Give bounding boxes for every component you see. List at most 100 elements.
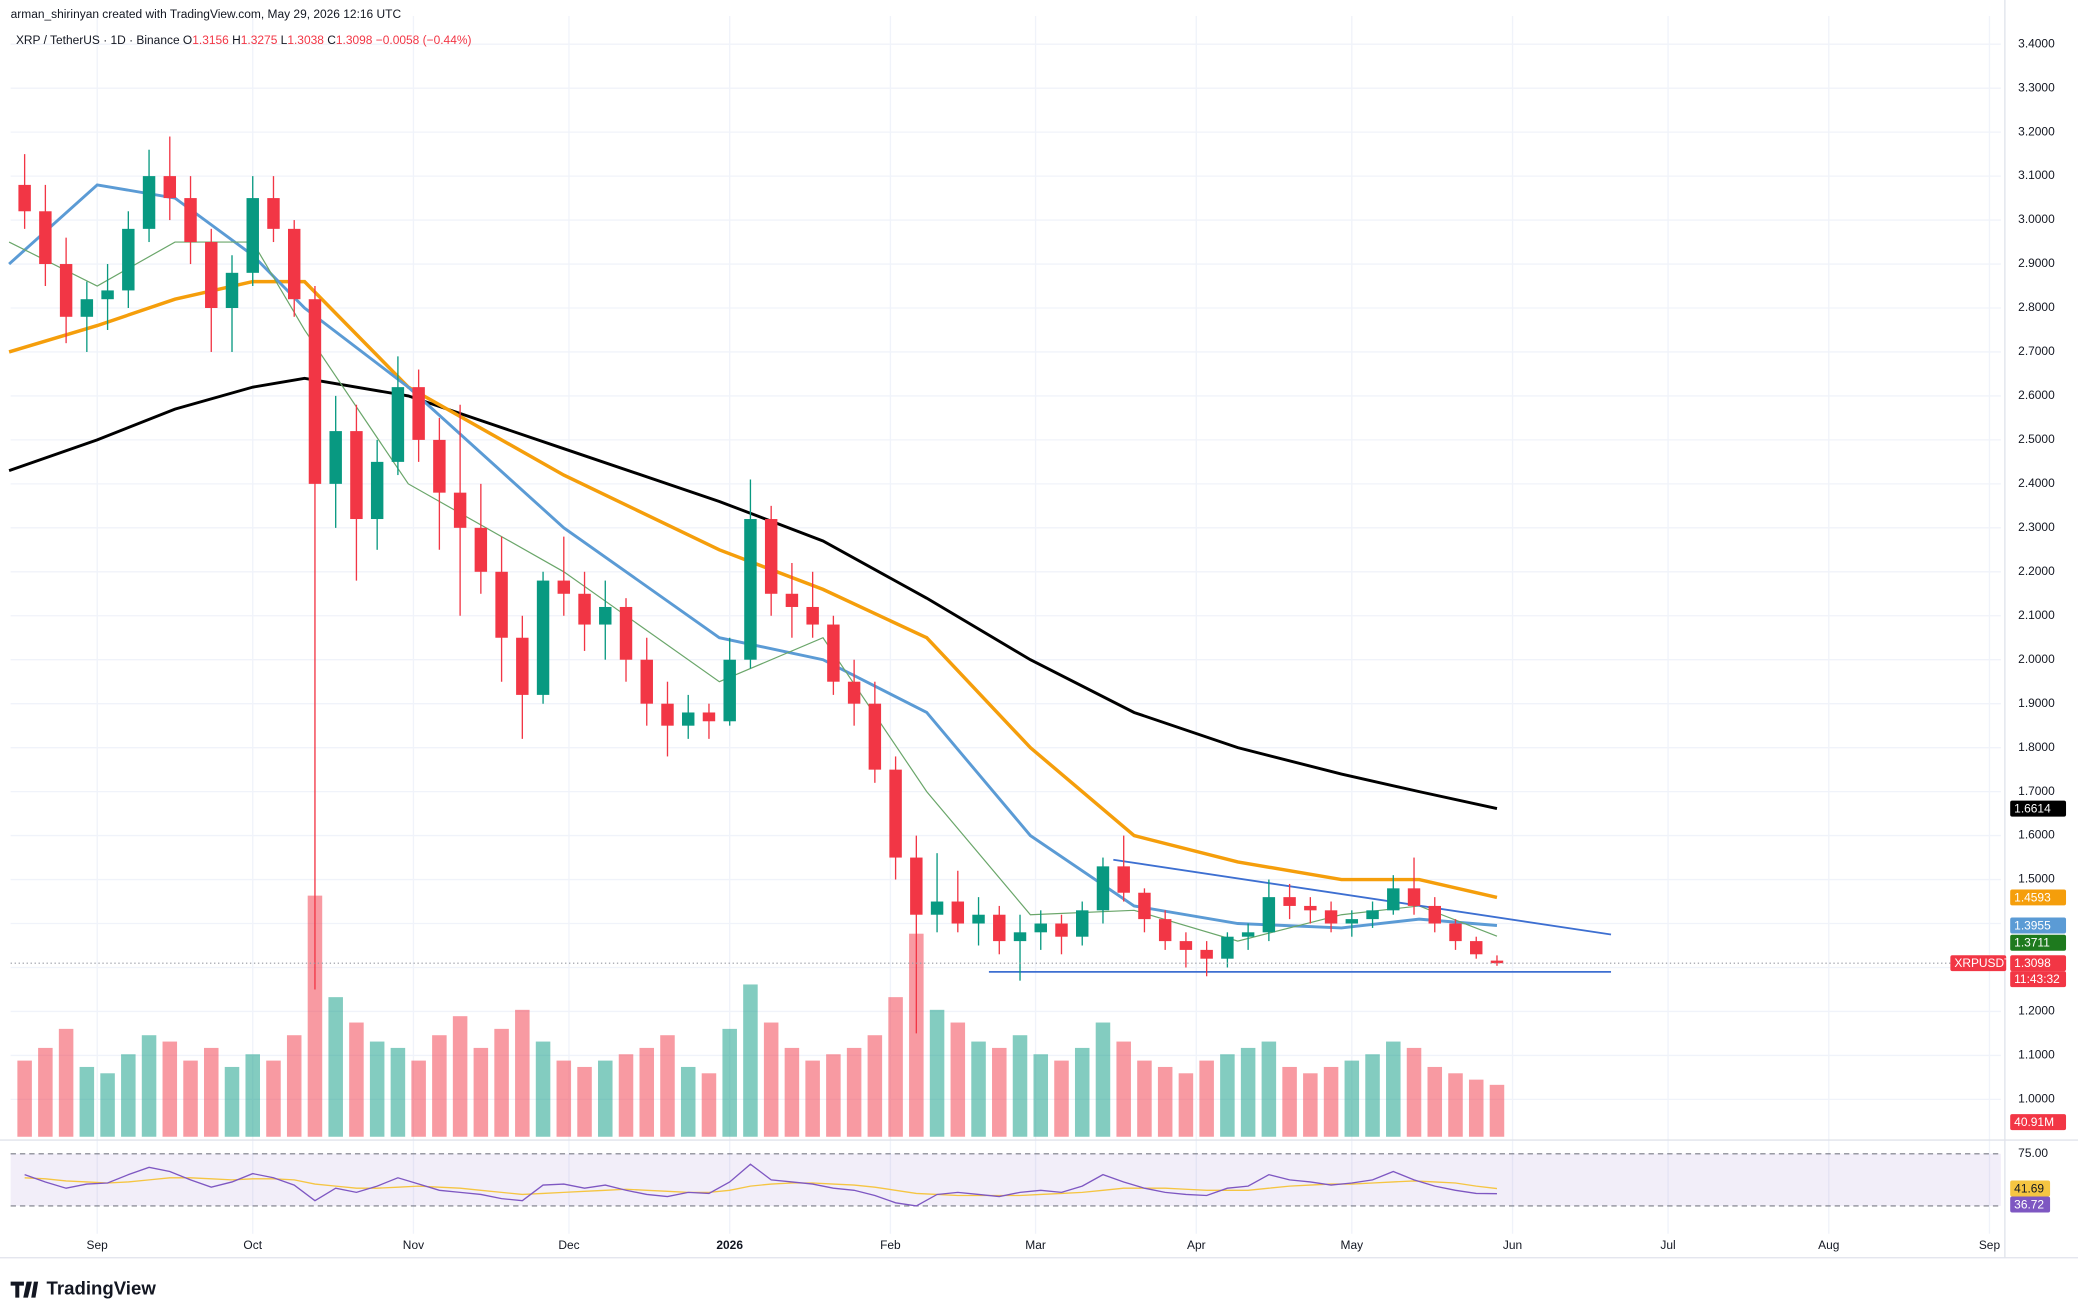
volume-bar (17, 1060, 32, 1137)
candle-body (474, 527, 488, 572)
x-tick-label: May (1341, 1238, 1364, 1252)
close-label: C (327, 33, 336, 47)
candle-body (764, 519, 778, 594)
y-tick-label: 3.4000 (2018, 36, 2055, 50)
volume-bar (722, 1028, 737, 1137)
candle-body (1262, 897, 1276, 933)
volume-bar (38, 1047, 53, 1137)
candle-body (640, 659, 653, 704)
last-price-value: 1.3098 (2014, 956, 2051, 970)
volume-bar (224, 1066, 240, 1137)
volume-bar (1178, 1073, 1194, 1137)
candle-body (578, 593, 591, 625)
candle-body (370, 461, 384, 520)
candle-body (889, 769, 902, 858)
y-tick-label: 2.8000 (2018, 300, 2055, 314)
x-tick-label: Aug (1818, 1238, 1839, 1252)
open-label: O (183, 33, 192, 47)
moving-average-value-box (2010, 917, 2067, 934)
candle-body (1490, 960, 1504, 964)
moving-average-value: 1.6614 (2014, 801, 2051, 815)
y-tick-label: 2.1000 (2018, 608, 2055, 622)
volume-bar (1240, 1047, 1256, 1137)
volume-bar (121, 1054, 136, 1137)
rsi-value: 41.69 (2014, 1181, 2044, 1195)
y-tick-label: 2.3000 (2018, 520, 2055, 534)
y-tick-label: 3.0000 (2018, 212, 2055, 226)
volume-bar (162, 1041, 178, 1137)
logo-icon (10, 1281, 39, 1298)
candle-body (557, 580, 571, 594)
volume-bar (452, 1016, 468, 1137)
volume-bar (494, 1028, 509, 1137)
moving-average-value-box (2010, 889, 2067, 906)
candle-body (391, 387, 405, 462)
candle-body (287, 228, 301, 300)
trend-line (1113, 858, 1612, 936)
volume-bar (1489, 1084, 1505, 1137)
candle-body (18, 184, 31, 212)
candle-body (1407, 888, 1421, 906)
y-tick-label: 1.1000 (2018, 1048, 2055, 1062)
volume-bar (1427, 1066, 1443, 1137)
y-tick-label: 2.9000 (2018, 256, 2055, 270)
candle-body (1366, 910, 1379, 920)
candle-body (39, 211, 52, 265)
volume-bar (826, 1054, 841, 1137)
y-tick-label: 2.5000 (2018, 432, 2055, 446)
candle-body (142, 176, 156, 229)
countdown-box (2010, 971, 2067, 988)
legend: XRP / TetherUS · 1D · Binance O1.3156 H1… (16, 33, 472, 47)
volume-bar (1365, 1054, 1380, 1137)
candle-body (806, 606, 819, 625)
volume-bar (328, 997, 343, 1137)
y-tick-label: 2.7000 (2018, 344, 2055, 358)
y-tick-label: 2.6000 (2018, 388, 2055, 402)
volume-bar (1282, 1066, 1297, 1137)
candle-body (1470, 941, 1483, 955)
close-value: 1.3098 (336, 33, 373, 47)
volume-bar (618, 1054, 634, 1137)
volume-bar (971, 1041, 986, 1137)
candle-body (516, 637, 529, 695)
volume-bar (1468, 1079, 1484, 1137)
y-tick-label: 2.0000 (2018, 652, 2055, 666)
volume-bar (1199, 1060, 1214, 1137)
candle-body (599, 606, 612, 625)
candle-body (163, 176, 177, 199)
volume-bar (867, 1035, 883, 1137)
candle-body (1096, 866, 1110, 911)
candle-body (225, 272, 239, 308)
volume-value-box (2010, 1114, 2067, 1131)
candle-body (1387, 888, 1400, 911)
volume-bar (929, 1009, 945, 1137)
volume-bar (1157, 1066, 1173, 1137)
candle-body (744, 519, 757, 660)
high-label: H (232, 33, 241, 47)
rsi-ma-line (24, 1177, 1498, 1197)
candle-body (350, 431, 363, 520)
candle-body (536, 580, 550, 695)
volume-bar (1137, 1060, 1152, 1137)
candle-body (1304, 905, 1317, 911)
candle-body (1158, 919, 1172, 942)
volume-bar (432, 1035, 447, 1137)
candle-body (993, 914, 1006, 942)
candle-body (1138, 892, 1151, 920)
candle-body (972, 914, 985, 924)
volume-bar (1344, 1060, 1360, 1137)
candle-body (1076, 910, 1089, 937)
x-tick-label: Nov (403, 1238, 424, 1252)
x-tick-label: Mar (1025, 1238, 1046, 1252)
candle-body (1013, 932, 1027, 942)
volume-bar (1116, 1041, 1131, 1137)
volume-bar (1448, 1073, 1463, 1137)
change: −0.0058 (−0.44%) (376, 33, 472, 47)
candle-body (1345, 919, 1359, 924)
volume-bar (515, 1009, 530, 1137)
volume-bar (992, 1047, 1007, 1137)
volume-bar (680, 1066, 696, 1137)
symbol-label: XRPUSDT (1954, 956, 2012, 970)
